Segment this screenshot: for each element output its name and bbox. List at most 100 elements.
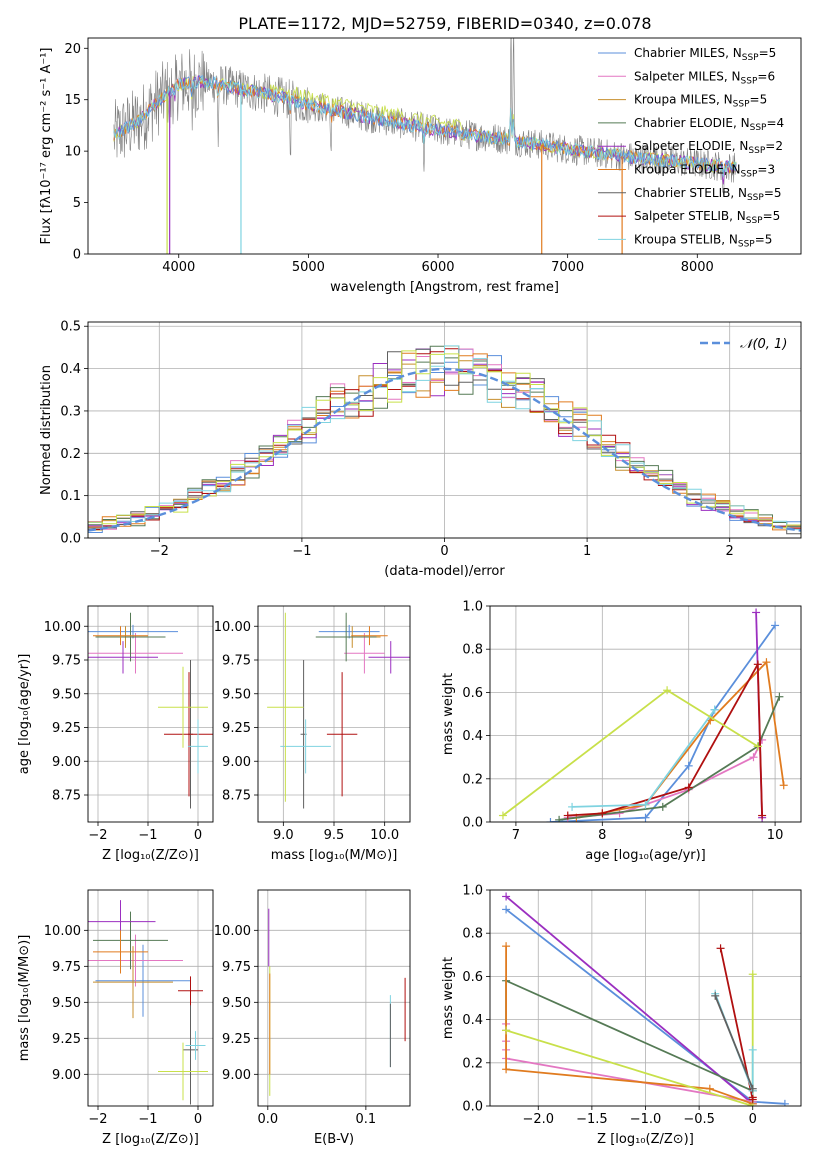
- legend-label-tail: =2: [765, 139, 783, 153]
- legend-label: Kroupa ELODIE, NSSP=3: [634, 163, 775, 180]
- spectrum-ytick-label: 5: [73, 196, 81, 211]
- legend-label-sub: SSP: [748, 146, 765, 156]
- weight_vs_Z-ytick-label: 0.6: [462, 970, 483, 985]
- mass_vs_Z-ytick-label: 9.50: [52, 996, 81, 1011]
- figure-title: PLATE=1172, MJD=52759, FIBERID=0340, z=0…: [238, 14, 651, 33]
- legend-label-sub: SSP: [733, 100, 750, 110]
- legend-label-tail: =5: [759, 46, 777, 60]
- residuals-legend: 𝒩(0, 1): [700, 337, 787, 352]
- residuals-xtick-label: 1: [583, 544, 591, 559]
- legend-label-tail: =4: [766, 116, 784, 130]
- age_vs_mass-ytick-label: 8.75: [222, 789, 251, 804]
- residuals-ytick-label: 0.4: [60, 362, 81, 377]
- weight_vs_age-ytick-label: 0.2: [462, 772, 483, 787]
- legend-label-tail: =5: [764, 186, 782, 200]
- legend-label-tail: =3: [757, 163, 775, 177]
- residuals-plot-area: [88, 345, 801, 538]
- mass_vs_EBV-ytick-label: 9.00: [222, 1068, 251, 1083]
- legend-label-sub: SSP: [750, 123, 767, 133]
- spectrum-frame: [87, 37, 802, 255]
- weight_vs_Z-ytick-label: 0.0: [462, 1100, 483, 1115]
- spectrum-ytick-label: 15: [64, 93, 81, 108]
- mass_vs_Z-xtick-label: −1: [138, 1112, 157, 1127]
- weight_vs_Z-xtick-label: 0: [749, 1112, 757, 1127]
- age_vs_mass-ytick-label: 9.75: [222, 654, 251, 669]
- age_vs_mass-ytick-label: 9.25: [222, 721, 251, 736]
- weight_vs_Z-xtick-label: −1.5: [576, 1112, 608, 1127]
- legend-label-tail: =5: [750, 93, 768, 107]
- mass_vs_Z-ytick-label: 9.75: [52, 960, 81, 975]
- mass_vs_Z-xlabel: Z [log₁₀(Z/Z⊙)]: [102, 1132, 199, 1147]
- age_vs_Z-ylabel: age [log₁₀(age/yr)]: [17, 654, 32, 775]
- legend-label-tail: =5: [755, 232, 773, 246]
- weight-line-yellow_green: [505, 974, 754, 1106]
- weight_vs_age-frame: [489, 605, 802, 823]
- legend-label-sub: SSP: [741, 76, 758, 86]
- weight-line-chabrier-elodie: [558, 696, 781, 821]
- weight_vs_age-xtick-label: 9: [685, 828, 693, 843]
- legend-label: Kroupa STELIB, NSSP=5: [634, 232, 772, 249]
- weight_vs_Z-xlabel: Z [log₁₀(Z/Z⊙)]: [597, 1132, 694, 1147]
- age_vs_Z-ytick-label: 9.00: [52, 755, 81, 770]
- weight_vs_age-xtick-label: 7: [512, 828, 520, 843]
- legend-label: Chabrier ELODIE, NSSP=4: [634, 116, 784, 133]
- age_vs_Z-xtick-label: 0: [194, 828, 202, 843]
- age_vs_mass-frame: [257, 605, 411, 823]
- weight_vs_Z-ytick-label: 0.2: [462, 1056, 483, 1071]
- age_vs_Z-ytick-label: 8.75: [52, 789, 81, 804]
- legend-label-sub: SSP: [738, 239, 755, 249]
- residuals-frame: [87, 321, 802, 539]
- spectrum-legend: Chabrier MILES, NSSP=5 Salpeter MILES, NS…: [598, 46, 784, 249]
- weight-line-kroupa-elodie: [505, 946, 753, 1105]
- residuals-ytick-label: 0.3: [60, 404, 81, 419]
- weight-line-kroupa-elodie: [576, 660, 785, 819]
- residuals-ytick-label: 0.5: [60, 320, 81, 335]
- mass_vs_Z-ytick-label: 10.00: [44, 924, 81, 939]
- mass_vs_EBV-ytick-label: 10.00: [214, 924, 251, 939]
- weight_vs_age-ytick-label: 0.6: [462, 686, 483, 701]
- mass_vs_EBV-ytick-label: 9.25: [222, 1032, 251, 1047]
- weight_vs_Z-xtick-label: −0.5: [683, 1112, 715, 1127]
- weight_vs_Z-frame: [489, 889, 802, 1107]
- age_vs_Z-ytick-label: 9.25: [52, 721, 81, 736]
- legend-label-sub: SSP: [742, 53, 759, 63]
- mass_vs_Z-ylabel: mass [log₁₀(M/M⊙)]: [17, 935, 32, 1062]
- legend-label-tail: =6: [757, 69, 775, 83]
- residuals-ytick-label: 0.0: [60, 532, 81, 547]
- age_vs_mass-xlabel: mass [log₁₀(M/M⊙)]: [271, 848, 398, 863]
- mass_vs_EBV-xlabel: E(B-V): [314, 1132, 354, 1147]
- weight_vs_Z-xtick-label: −1.0: [630, 1112, 662, 1127]
- weight_vs_age-plot-area: [498, 608, 788, 822]
- mass_vs_Z-frame: [87, 889, 214, 1107]
- age_vs_Z-xlabel: Z [log₁₀(Z/Z⊙)]: [102, 848, 199, 863]
- mass_vs_EBV-frame: [257, 889, 411, 1107]
- weight-line-chabrier-stelib: [714, 995, 754, 1090]
- mass_vs_Z-ytick-label: 9.00: [52, 1068, 81, 1083]
- mass_vs_Z-xtick-label: −2: [88, 1112, 107, 1127]
- legend-label: Chabrier MILES, NSSP=5: [634, 46, 776, 63]
- weight_vs_Z-plot-area: [502, 892, 789, 1106]
- age_vs_Z-xtick-label: −2: [88, 828, 107, 843]
- mass_vs_Z-xtick-label: 0: [194, 1112, 202, 1127]
- legend-label-sub: SSP: [747, 193, 764, 203]
- mass_vs_EBV-ytick-label: 9.50: [222, 996, 251, 1011]
- mass_vs_Z-axes: −2 −1 0 9.00 9.25 9.50 9.75 10.00: [44, 890, 213, 1127]
- weight-line-chabrier-miles: [550, 624, 776, 822]
- weight-line-yellow_green: [502, 689, 759, 817]
- age_vs_Z-xtick-label: −1: [138, 828, 157, 843]
- spectrum-ytick-label: 0: [73, 248, 81, 263]
- weight_vs_Z-ytick-label: 1.0: [462, 884, 483, 899]
- weight_vs_age-xtick-label: 8: [598, 828, 606, 843]
- age_vs_mass-plot-area: [267, 612, 410, 809]
- age_vs_mass-axes: 9.0 9.5 10.0 8.75 9.00 9.25 9.50 9.75 10.00: [214, 606, 410, 843]
- mass_vs_Z-plot-area: [88, 900, 208, 1105]
- residuals-ytick-label: 0.2: [60, 447, 81, 462]
- residuals-ylabel: Normed distribution: [39, 365, 54, 495]
- legend-label: Salpeter STELIB, NSSP=5: [634, 209, 780, 226]
- weight_vs_Z-ytick-label: 0.4: [462, 1013, 483, 1028]
- age_vs_mass-xtick-label: 9.5: [324, 828, 345, 843]
- age_vs_mass-ytick-label: 9.00: [222, 755, 251, 770]
- age_vs_mass-ytick-label: 9.50: [222, 687, 251, 702]
- legend-label-sub: SSP: [741, 170, 758, 180]
- spectrum-xlabel: wavelength [Angstrom, rest frame]: [330, 280, 559, 295]
